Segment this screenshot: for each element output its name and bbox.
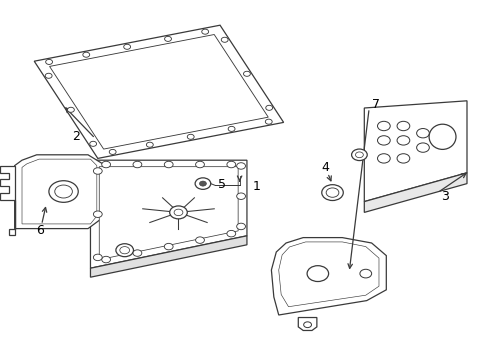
Circle shape: [49, 181, 78, 202]
Circle shape: [45, 59, 52, 64]
Circle shape: [123, 44, 130, 49]
Circle shape: [90, 141, 97, 147]
Polygon shape: [0, 166, 15, 235]
Circle shape: [133, 250, 142, 256]
Circle shape: [93, 211, 102, 217]
Polygon shape: [99, 167, 238, 260]
Circle shape: [202, 29, 208, 34]
Text: 6: 6: [36, 224, 44, 237]
Circle shape: [306, 266, 328, 282]
Polygon shape: [34, 25, 283, 158]
Circle shape: [93, 168, 102, 174]
Circle shape: [377, 136, 389, 145]
Circle shape: [102, 256, 110, 263]
Circle shape: [146, 142, 153, 147]
Circle shape: [226, 161, 235, 168]
Circle shape: [195, 178, 210, 189]
Circle shape: [133, 161, 142, 168]
Circle shape: [396, 154, 409, 163]
Text: 2: 2: [72, 130, 80, 143]
Circle shape: [195, 161, 204, 168]
Ellipse shape: [428, 124, 455, 149]
Circle shape: [187, 134, 194, 139]
Circle shape: [221, 37, 228, 42]
Polygon shape: [49, 35, 268, 149]
Circle shape: [228, 126, 235, 131]
Circle shape: [45, 73, 52, 78]
Circle shape: [93, 254, 102, 261]
Circle shape: [109, 149, 116, 154]
Circle shape: [195, 237, 204, 243]
Polygon shape: [298, 318, 316, 330]
Polygon shape: [364, 101, 466, 202]
Circle shape: [164, 36, 171, 41]
Circle shape: [355, 152, 363, 158]
Circle shape: [164, 161, 173, 168]
Circle shape: [359, 269, 371, 278]
Polygon shape: [90, 236, 246, 277]
Circle shape: [199, 181, 206, 186]
Circle shape: [102, 161, 110, 168]
Circle shape: [236, 223, 245, 230]
Circle shape: [377, 154, 389, 163]
Polygon shape: [364, 173, 466, 212]
Circle shape: [82, 52, 89, 57]
Circle shape: [174, 209, 183, 216]
Circle shape: [164, 243, 173, 250]
Circle shape: [236, 193, 245, 199]
Circle shape: [396, 121, 409, 131]
Polygon shape: [271, 238, 386, 315]
Text: 5: 5: [217, 178, 225, 191]
Circle shape: [396, 136, 409, 145]
Circle shape: [169, 206, 187, 219]
Circle shape: [351, 149, 366, 161]
Circle shape: [321, 185, 343, 201]
Circle shape: [236, 163, 245, 169]
Polygon shape: [15, 155, 102, 229]
Text: 1: 1: [252, 180, 260, 193]
Text: 3: 3: [440, 190, 448, 203]
Text: 7: 7: [371, 98, 379, 111]
Circle shape: [243, 71, 250, 76]
Circle shape: [265, 105, 272, 111]
Circle shape: [226, 230, 235, 237]
Circle shape: [116, 244, 133, 257]
Circle shape: [303, 322, 311, 328]
Circle shape: [55, 185, 72, 198]
Circle shape: [265, 119, 272, 124]
Polygon shape: [90, 160, 246, 268]
Text: 4: 4: [321, 161, 328, 174]
Circle shape: [377, 121, 389, 131]
Circle shape: [416, 143, 428, 152]
Circle shape: [120, 247, 129, 254]
Circle shape: [67, 107, 74, 112]
Circle shape: [416, 129, 428, 138]
Circle shape: [325, 188, 338, 197]
